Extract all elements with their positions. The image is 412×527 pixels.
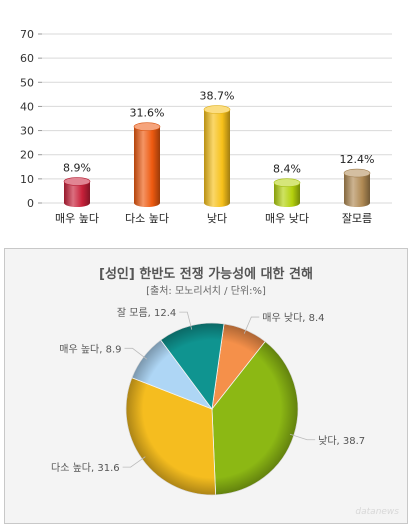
y-tick-label: 50 xyxy=(20,76,34,89)
pie-slice-label: 다소 높다, 31.6 xyxy=(51,462,120,474)
bar xyxy=(204,109,230,207)
pie-chart-title: [성인] 한반도 전쟁 가능성에 대한 견해 xyxy=(99,267,313,282)
category-label: 잘모름 xyxy=(342,212,372,225)
category-label: 매우 높다 xyxy=(55,212,99,225)
pie-outline xyxy=(125,322,299,496)
bar xyxy=(274,182,300,207)
pie-slice-label: 잘 모름, 12.4 xyxy=(117,307,176,319)
y-tick-label: 70 xyxy=(20,28,34,41)
pie-leader-line xyxy=(124,347,148,360)
bar-chart: 0 10 20 30 40 50 60 70 8.9% 매우 높다 31.6% 다소 높다 38.7% 낮… xyxy=(20,28,392,225)
pie-slice-label: 매우 높다, 8.9 xyxy=(59,343,121,355)
y-tick-label: 20 xyxy=(20,149,34,162)
watermark: datanews xyxy=(355,507,399,517)
y-tick-label: 60 xyxy=(20,52,34,65)
bar xyxy=(344,173,370,207)
bar-top xyxy=(63,177,91,186)
bar-top xyxy=(343,168,371,178)
pie-slice-label: 매우 낮다, 8.4 xyxy=(262,312,324,324)
pie-chart-panel: [성인] 한반도 전쟁 가능성에 대한 견해 [출처: 모노리서치 / 단위:%… xyxy=(4,248,408,524)
bar-top xyxy=(273,178,301,188)
bar-top xyxy=(203,105,231,114)
y-tick-label: 10 xyxy=(20,173,34,186)
pie-leader-line xyxy=(289,433,316,441)
pie-chart: 매우 낮다, 8.4 낮다, 38.7 다소 높다, 31.6 매우 높다, 8.9 잘… xyxy=(51,307,365,496)
bar-value-label: 31.6% xyxy=(130,107,165,120)
category-label: 낮다 xyxy=(207,212,227,225)
category-label: 다소 높다 xyxy=(125,212,169,225)
bar-value-label: 8.9% xyxy=(63,162,91,175)
pie-leader-line xyxy=(243,316,260,334)
bar xyxy=(134,126,160,207)
pie-slice-label: 낮다, 38.7 xyxy=(318,435,365,447)
bar-value-label: 12.4% xyxy=(340,153,375,166)
y-tick-label: 40 xyxy=(20,100,34,113)
bar xyxy=(64,181,90,207)
bar-value-label: 8.4% xyxy=(273,163,301,176)
pie-leader-line xyxy=(179,311,193,330)
pie-leader-line xyxy=(122,456,146,468)
pie-chart-subtitle: [출처: 모노리서치 / 단위:%] xyxy=(146,286,266,297)
bar-top xyxy=(133,122,161,132)
category-label: 매우 낮다 xyxy=(265,212,309,225)
y-tick-label: 0 xyxy=(27,197,34,210)
y-tick-label: 30 xyxy=(20,125,34,138)
bar-value-label: 38.7% xyxy=(200,90,235,103)
